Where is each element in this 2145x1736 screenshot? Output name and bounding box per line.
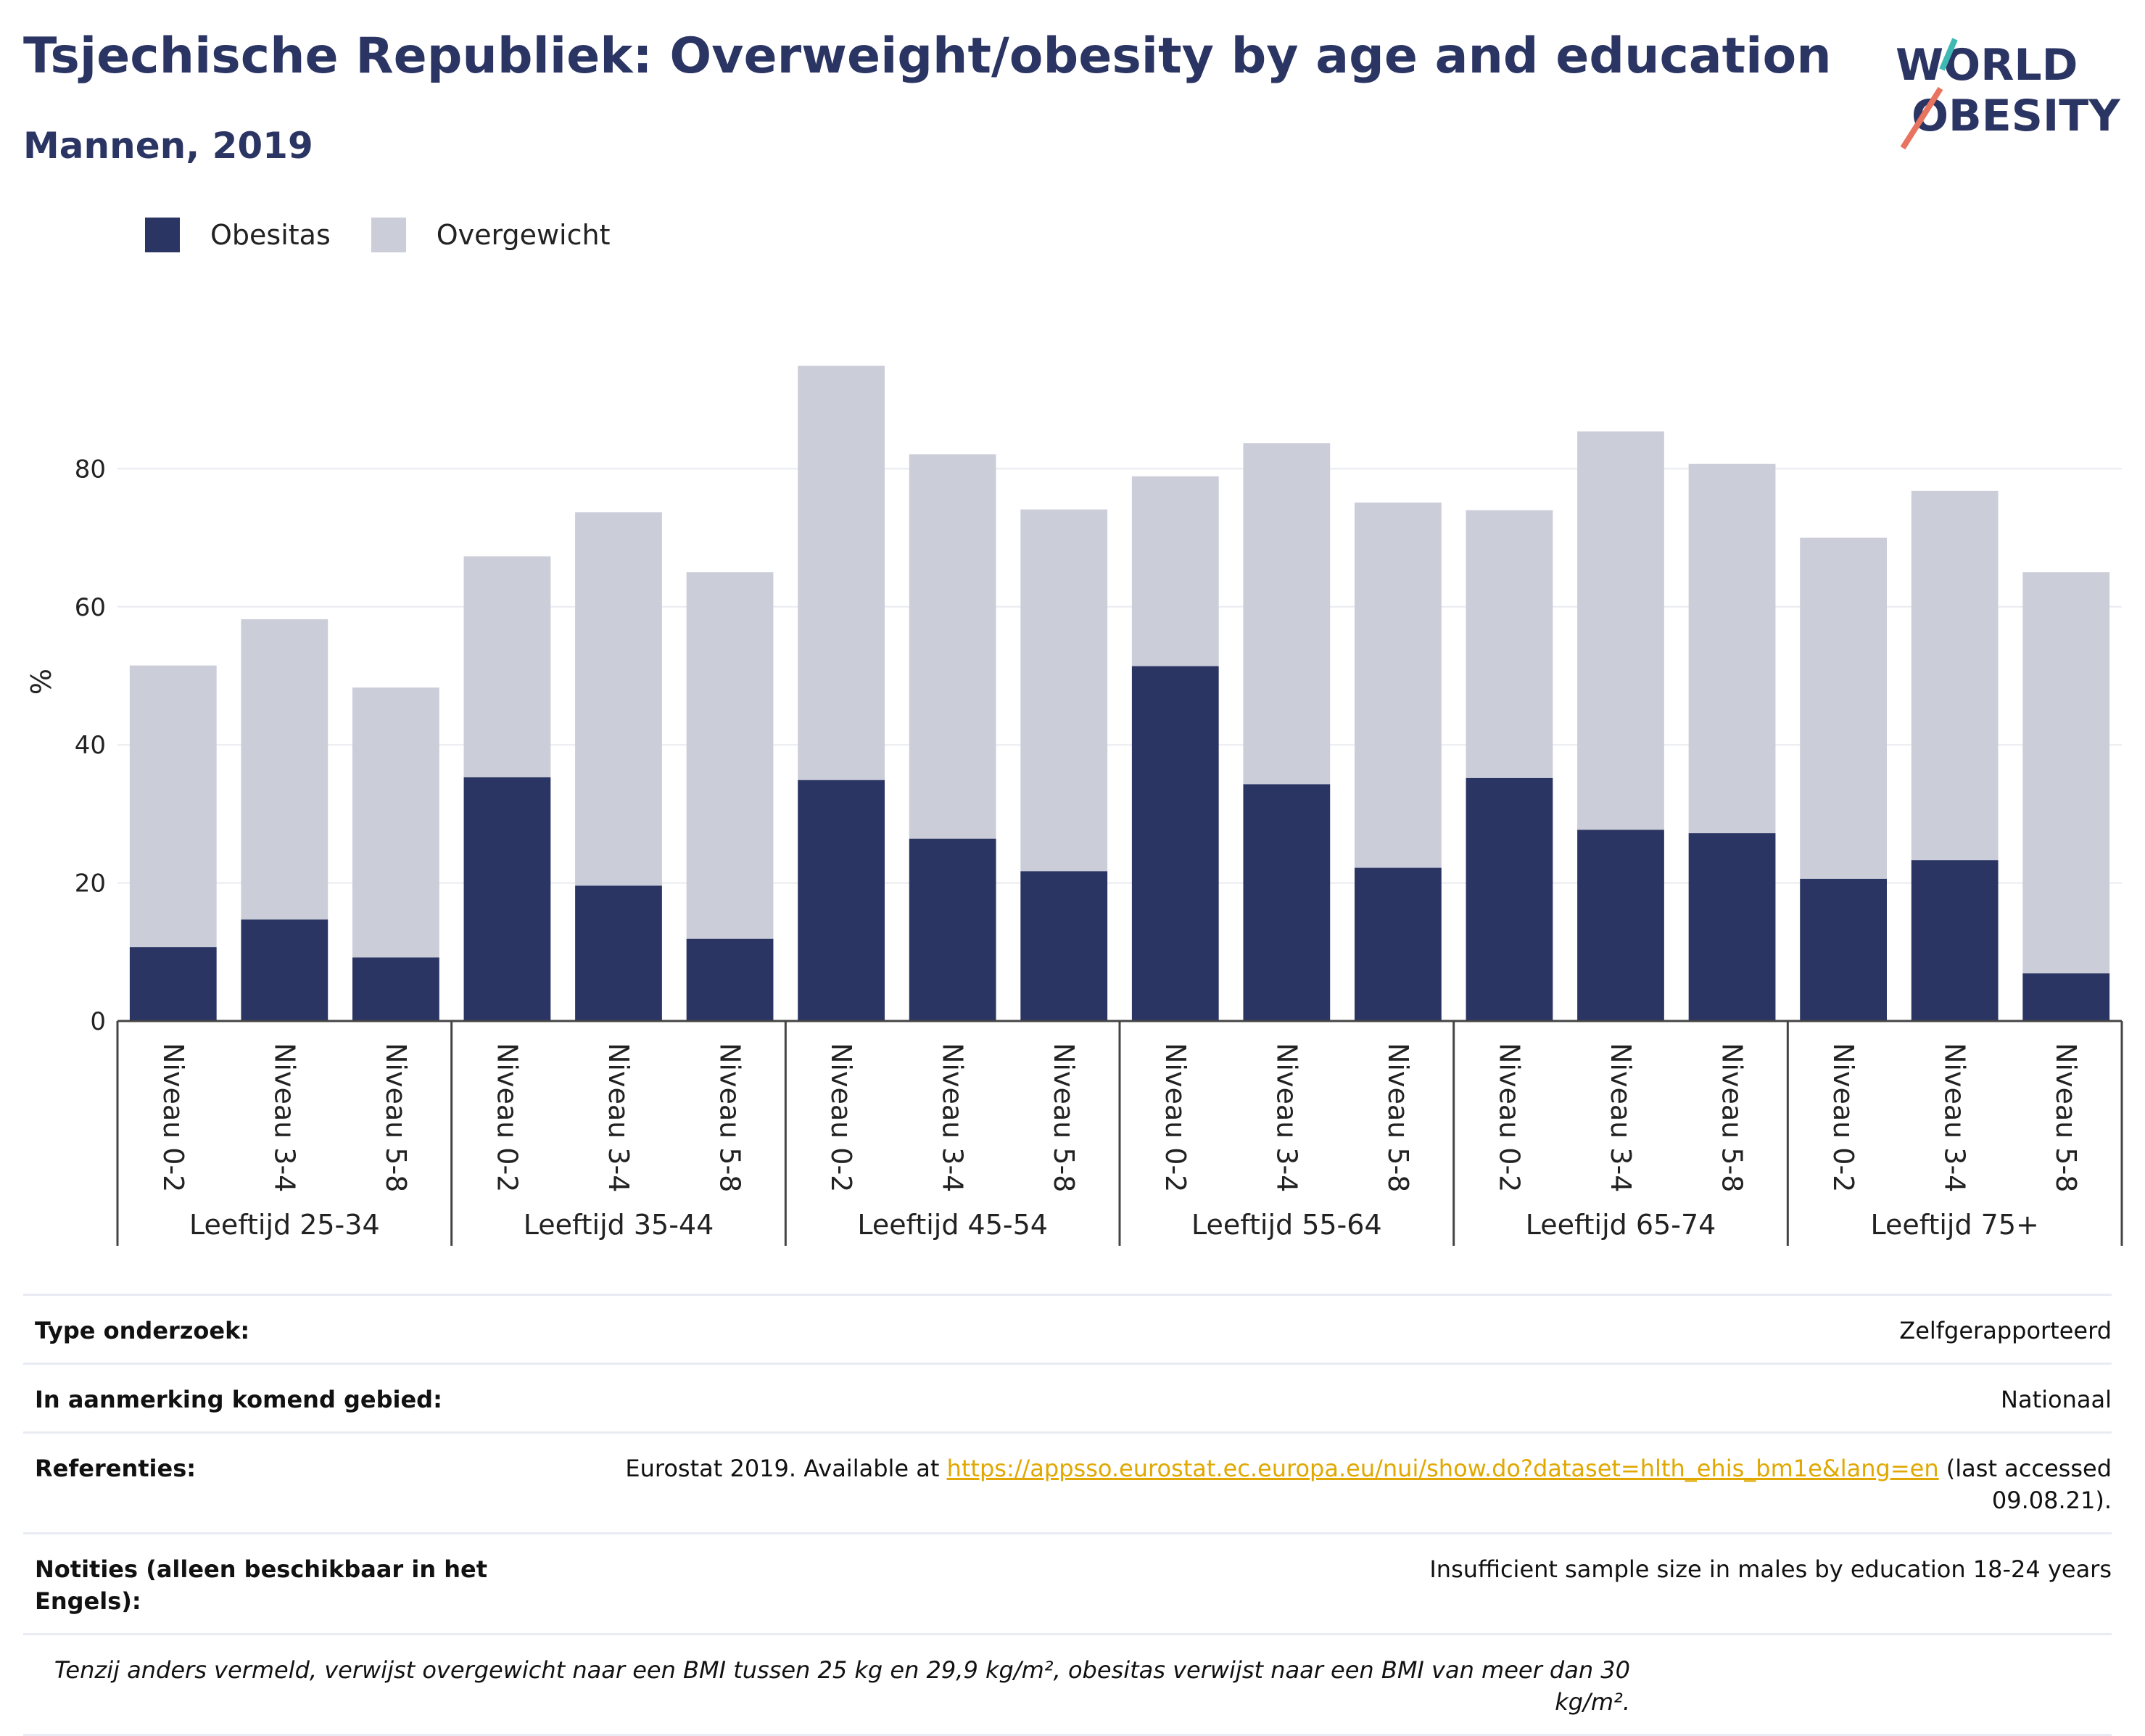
bar-obesitas bbox=[1688, 833, 1776, 1021]
x-group-label: Leeftijd 65-74 bbox=[1526, 1209, 1716, 1241]
info-label-notes: Notities (alleen beschikbaar in het Enge… bbox=[35, 1555, 488, 1615]
bar-overgewicht bbox=[241, 619, 328, 920]
bar-overgewicht bbox=[909, 454, 996, 839]
info-row-area: In aanmerking komend gebied: Nationaal bbox=[23, 1365, 2112, 1434]
bar-overgewicht bbox=[1688, 463, 1776, 834]
bar-obesitas bbox=[352, 957, 439, 1021]
x-group-label: Leeftijd 25-34 bbox=[189, 1209, 380, 1241]
x-subcategory-label: Niveau 5-8 bbox=[714, 1043, 746, 1192]
bar-obesitas bbox=[1800, 878, 1887, 1021]
legend-swatch-overgewicht bbox=[371, 218, 406, 252]
bar-obesitas bbox=[2022, 973, 2110, 1021]
bmi-footnote: Tenzij anders vermeld, verwijst overgewi… bbox=[54, 1656, 1630, 1716]
bar-obesitas bbox=[129, 947, 217, 1021]
bar-overgewicht bbox=[1355, 503, 1442, 868]
logo-slash-coral bbox=[1900, 86, 1943, 150]
x-subcategory-label: Niveau 5-8 bbox=[1048, 1043, 1080, 1192]
bar-overgewicht bbox=[1131, 476, 1219, 666]
bar-obesitas bbox=[1355, 867, 1442, 1021]
chart-subtitle: Mannen, 2019 bbox=[23, 125, 313, 167]
logo-line1: WORLD bbox=[1896, 40, 2078, 91]
bar-obesitas bbox=[686, 938, 774, 1021]
bar-obesitas bbox=[1466, 777, 1553, 1021]
y-tick-label: 0 bbox=[90, 1007, 106, 1036]
bar-overgewicht bbox=[1243, 443, 1331, 785]
bar-overgewicht bbox=[352, 687, 439, 958]
x-group-label: Leeftijd 75+ bbox=[1870, 1209, 2038, 1241]
bar-obesitas bbox=[909, 838, 996, 1021]
bar-overgewicht bbox=[575, 512, 662, 886]
y-tick-label: 40 bbox=[75, 731, 106, 760]
x-group-label: Leeftijd 35-44 bbox=[524, 1209, 714, 1241]
legend-item-obesitas: Obesitas bbox=[145, 218, 331, 252]
x-subcategory-label: Niveau 0-2 bbox=[1160, 1043, 1191, 1192]
legend-item-overgewicht: Overgewicht bbox=[371, 218, 611, 252]
info-label-survey-type: Type onderzoek: bbox=[35, 1317, 250, 1344]
bar-overgewicht bbox=[1577, 431, 1664, 830]
bar-obesitas bbox=[1131, 666, 1219, 1021]
bar-obesitas bbox=[1020, 871, 1108, 1021]
x-subcategory-label: Niveau 5-8 bbox=[380, 1043, 412, 1192]
info-label-area: In aanmerking komend gebied: bbox=[35, 1386, 442, 1413]
bar-obesitas bbox=[1911, 860, 1999, 1021]
x-subcategory-label: Niveau 0-2 bbox=[825, 1043, 857, 1192]
bar-obesitas bbox=[575, 885, 662, 1021]
x-subcategory-label: Niveau 0-2 bbox=[1827, 1043, 1859, 1192]
chart-legend: Obesitas Overgewicht bbox=[145, 216, 651, 254]
bar-obesitas bbox=[1243, 784, 1331, 1021]
info-label-references: Referenties: bbox=[35, 1455, 197, 1482]
world-obesity-logo: WORLD OBESITY bbox=[1896, 38, 2121, 150]
bar-overgewicht bbox=[686, 572, 774, 939]
stacked-bar-chart: 0 20 40 60 80% Niveau 0-2 Niveau 3-4 Niveau 5-8… bbox=[25, 365, 2123, 1246]
bar-overgewicht bbox=[129, 665, 217, 948]
x-subcategory-label: Niveau 5-8 bbox=[1716, 1043, 1748, 1192]
legend-swatch-obesitas bbox=[145, 218, 180, 252]
bar-obesitas bbox=[241, 919, 328, 1021]
info-value-notes: Insufficient sample size in males by edu… bbox=[1429, 1555, 2112, 1583]
x-subcategory-label: Niveau 3-4 bbox=[268, 1043, 300, 1192]
info-row-footnote: Tenzij anders vermeld, verwijst overgewi… bbox=[23, 1635, 2112, 1736]
legend-label-obesitas: Obesitas bbox=[210, 219, 331, 251]
info-row-survey-type: Type onderzoek: Zelfgerapporteerd bbox=[23, 1296, 2112, 1365]
reference-accessed: (last accessed 09.08.21). bbox=[1938, 1455, 2112, 1514]
bar-obesitas bbox=[1577, 830, 1664, 1021]
bar-overgewicht bbox=[2022, 572, 2110, 974]
info-row-references: Referenties: Eurostat 2019. Available at… bbox=[23, 1434, 2112, 1534]
x-group-label: Leeftijd 55-64 bbox=[1191, 1209, 1382, 1241]
y-tick-label: 60 bbox=[75, 593, 106, 622]
bar-obesitas bbox=[798, 780, 885, 1021]
bar-overgewicht bbox=[1800, 537, 1887, 879]
bar-obesitas bbox=[463, 777, 551, 1021]
x-subcategory-label: Niveau 3-4 bbox=[1605, 1043, 1637, 1192]
x-group-label: Leeftijd 45-54 bbox=[857, 1209, 1048, 1241]
x-subcategory-label: Niveau 5-8 bbox=[1382, 1043, 1414, 1192]
logo-line2: OBESITY bbox=[1912, 91, 2121, 141]
info-table: Type onderzoek: Zelfgerapporteerd In aan… bbox=[23, 1294, 2112, 1736]
x-subcategory-label: Niveau 5-8 bbox=[2050, 1043, 2082, 1192]
y-tick-label: 80 bbox=[75, 455, 106, 484]
bar-overgewicht bbox=[1466, 510, 1553, 778]
info-value-area: Nationaal bbox=[2001, 1386, 2112, 1413]
chart-title: Tsjechische Republiek: Overweight/obesit… bbox=[23, 28, 1832, 85]
bar-overgewicht bbox=[1020, 509, 1108, 872]
bar-overgewicht bbox=[798, 365, 885, 780]
bar-overgewicht bbox=[1911, 490, 1999, 861]
y-tick-label: 20 bbox=[75, 869, 106, 898]
legend-label-overgewicht: Overgewicht bbox=[436, 219, 611, 251]
y-axis-title: % bbox=[25, 669, 57, 695]
x-subcategory-label: Niveau 0-2 bbox=[157, 1043, 189, 1192]
x-subcategory-label: Niveau 3-4 bbox=[1270, 1043, 1302, 1192]
reference-link[interactable]: https://appsso.eurostat.ec.europa.eu/nui… bbox=[946, 1455, 1939, 1482]
x-subcategory-label: Niveau 0-2 bbox=[1493, 1043, 1525, 1192]
x-subcategory-label: Niveau 3-4 bbox=[937, 1043, 969, 1192]
info-value-references: Eurostat 2019. Available at https://apps… bbox=[516, 1452, 2112, 1516]
info-row-notes: Notities (alleen beschikbaar in het Enge… bbox=[23, 1534, 2112, 1635]
x-subcategory-label: Niveau 3-4 bbox=[1939, 1043, 1971, 1192]
x-subcategory-label: Niveau 0-2 bbox=[491, 1043, 523, 1192]
bar-overgewicht bbox=[463, 556, 551, 777]
info-value-survey-type: Zelfgerapporteerd bbox=[1899, 1317, 2112, 1344]
logo-slash-teal bbox=[1939, 38, 1958, 71]
x-subcategory-label: Niveau 3-4 bbox=[603, 1043, 635, 1192]
reference-text: Eurostat 2019. Available at bbox=[625, 1455, 947, 1482]
